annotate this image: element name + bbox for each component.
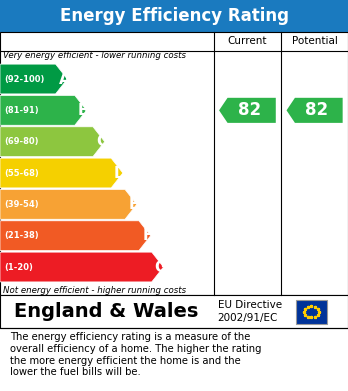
Text: (81-91): (81-91): [4, 106, 39, 115]
Text: Very energy efficient - lower running costs: Very energy efficient - lower running co…: [3, 51, 187, 60]
Bar: [296, 300, 327, 324]
Bar: [0, 0, 348, 32]
Polygon shape: [0, 252, 164, 282]
Text: A: A: [58, 72, 70, 86]
Polygon shape: [0, 221, 151, 251]
Text: Current: Current: [228, 36, 267, 47]
Text: Energy Efficiency Rating: Energy Efficiency Rating: [60, 7, 288, 25]
Text: (39-54): (39-54): [4, 200, 39, 209]
Text: 82: 82: [238, 101, 261, 119]
Polygon shape: [0, 127, 105, 156]
Text: Potential: Potential: [292, 36, 338, 47]
Text: (1-20): (1-20): [4, 262, 33, 271]
Polygon shape: [0, 158, 123, 188]
Polygon shape: [0, 95, 87, 125]
Text: 82: 82: [305, 101, 328, 119]
Text: The energy efficiency rating is a measure of the
overall efficiency of a home. T: The energy efficiency rating is a measur…: [10, 332, 262, 377]
Bar: [0, 295, 348, 328]
Text: EU Directive
2002/91/EC: EU Directive 2002/91/EC: [218, 300, 282, 323]
Text: E: E: [129, 197, 139, 212]
Text: C: C: [96, 134, 107, 149]
Text: (55-68): (55-68): [4, 169, 39, 178]
Polygon shape: [286, 98, 343, 123]
Bar: [0, 32, 348, 295]
Text: B: B: [78, 103, 89, 118]
Text: D: D: [113, 165, 126, 181]
Text: (21-38): (21-38): [4, 231, 39, 240]
Text: (69-80): (69-80): [4, 137, 39, 146]
Polygon shape: [0, 64, 67, 94]
Text: Not energy efficient - higher running costs: Not energy efficient - higher running co…: [3, 286, 187, 295]
Text: (92-100): (92-100): [4, 75, 45, 84]
Text: G: G: [154, 260, 167, 274]
Polygon shape: [0, 190, 137, 219]
Text: England & Wales: England & Wales: [14, 302, 198, 321]
Text: F: F: [143, 228, 153, 243]
Polygon shape: [219, 98, 276, 123]
